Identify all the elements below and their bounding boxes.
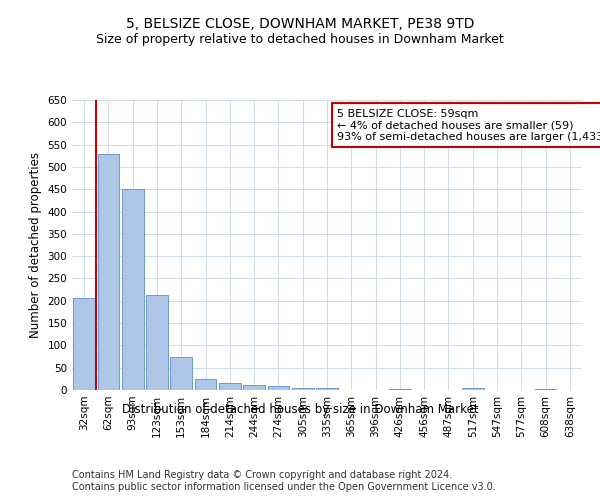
Bar: [535, 388, 556, 390]
Text: Size of property relative to detached houses in Downham Market: Size of property relative to detached ho…: [96, 32, 504, 46]
Y-axis label: Number of detached properties: Number of detached properties: [29, 152, 42, 338]
Text: Distribution of detached houses by size in Downham Market: Distribution of detached houses by size …: [122, 402, 478, 415]
Bar: [268, 386, 289, 390]
Text: 5, BELSIZE CLOSE, DOWNHAM MARKET, PE38 9TD: 5, BELSIZE CLOSE, DOWNHAM MARKET, PE38 9…: [126, 18, 474, 32]
Bar: [194, 379, 217, 390]
Text: 5 BELSIZE CLOSE: 59sqm
← 4% of detached houses are smaller (59)
93% of semi-deta: 5 BELSIZE CLOSE: 59sqm ← 4% of detached …: [337, 108, 600, 142]
Text: Contains HM Land Registry data © Crown copyright and database right 2024.: Contains HM Land Registry data © Crown c…: [72, 470, 452, 480]
Bar: [316, 388, 338, 390]
Bar: [243, 384, 265, 390]
Bar: [462, 388, 484, 390]
Text: Contains public sector information licensed under the Open Government Licence v3: Contains public sector information licen…: [72, 482, 496, 492]
Bar: [170, 356, 192, 390]
Bar: [292, 388, 314, 390]
Bar: [146, 295, 168, 390]
Bar: [73, 298, 95, 390]
Bar: [219, 384, 241, 390]
Bar: [97, 154, 119, 390]
Bar: [122, 189, 143, 390]
Bar: [389, 388, 411, 390]
